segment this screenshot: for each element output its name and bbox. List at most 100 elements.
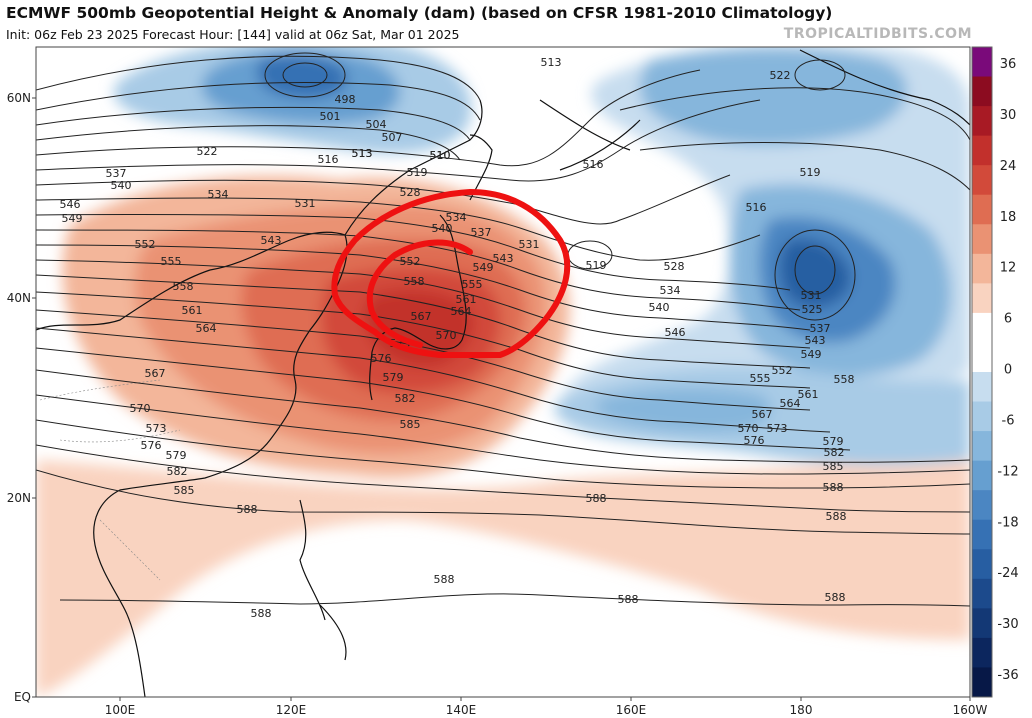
colorbar-segment — [972, 135, 992, 166]
contour-label: 558 — [404, 275, 425, 288]
contour-label: 588 — [826, 510, 847, 523]
colorbar-segment — [972, 312, 992, 343]
contour-label: 540 — [649, 301, 670, 314]
contour-label: 576 — [141, 439, 162, 452]
contour-label: 588 — [586, 492, 607, 505]
contour-label: 528 — [400, 186, 421, 199]
colorbar-segment — [972, 667, 992, 698]
colorbar-segment — [972, 224, 992, 255]
contour-label: 504 — [366, 118, 387, 131]
contour-label: 576 — [744, 434, 765, 447]
colorbar-segment — [972, 608, 992, 639]
lon-label: 160E — [616, 703, 647, 717]
colorbar-segment — [972, 460, 992, 491]
contour-label: 552 — [772, 364, 793, 377]
colorbar-segment — [972, 76, 992, 107]
contour-label: 558 — [173, 280, 194, 293]
contour-label: 576 — [371, 352, 392, 365]
contour-label: 588 — [434, 573, 455, 586]
watermark: TROPICALTIDBITS.COM — [783, 26, 972, 42]
contour-label: 579 — [166, 449, 187, 462]
contour-label: 558 — [834, 373, 855, 386]
contour-label: 501 — [320, 110, 341, 123]
contour-label: 510 — [430, 149, 451, 162]
contour-label: 507 — [382, 131, 403, 144]
contour-label: 582 — [167, 465, 188, 478]
colorbar-tick-label: 12 — [1000, 261, 1017, 276]
contour-label: 585 — [823, 460, 844, 473]
contour-label: 516 — [746, 201, 767, 214]
contour-label: 555 — [462, 278, 483, 291]
contour-label: 498 — [335, 93, 356, 106]
colorbar-tick-label: 30 — [1000, 108, 1017, 123]
colorbar-segment — [972, 431, 992, 462]
contour-label: 522 — [197, 145, 218, 158]
contour-label: 513 — [541, 56, 562, 69]
map-subtitle: Init: 06z Feb 23 2025 Forecast Hour: [14… — [6, 27, 460, 42]
contour-label: 543 — [805, 334, 826, 347]
colorbar-segment — [972, 549, 992, 580]
contour-label: 579 — [823, 435, 844, 448]
contour-label: 519 — [586, 259, 607, 272]
colorbar-segment — [972, 490, 992, 521]
colorbar-segment — [972, 637, 992, 668]
contour-label: 549 — [473, 261, 494, 274]
contour-label: 579 — [383, 371, 404, 384]
contour-label: 552 — [135, 238, 156, 251]
contour-label: 570 — [130, 402, 151, 415]
colorbar-tick-label: -30 — [997, 617, 1018, 632]
contour-label: 561 — [798, 388, 819, 401]
colorbar-segment — [972, 165, 992, 196]
contour-label: 570 — [738, 422, 759, 435]
contour-label: 567 — [411, 310, 432, 323]
contour-label: 531 — [801, 289, 822, 302]
colorbar-segment — [972, 578, 992, 609]
colorbar-tick-label: -18 — [997, 515, 1018, 530]
colorbar-frame — [971, 46, 993, 698]
lon-label: 180 — [790, 703, 813, 717]
contour-label: 570 — [436, 329, 457, 342]
contour-label: 537 — [106, 167, 127, 180]
contour-label: 588 — [618, 593, 639, 606]
colorbar-tick-label: -12 — [997, 464, 1018, 479]
colorbar-tick-label: 0 — [1004, 363, 1012, 378]
contour-label: 543 — [493, 252, 514, 265]
contour-label: 543 — [261, 234, 282, 247]
lat-label: EQ — [14, 690, 31, 704]
contour-label: 516 — [583, 158, 604, 171]
colorbar-tick-label: -36 — [997, 668, 1018, 683]
contour-label: 510 — [430, 149, 451, 162]
colorbar-segment — [972, 106, 992, 137]
colorbar-tick-label: 18 — [1000, 210, 1017, 225]
contour-label: 582 — [824, 446, 845, 459]
contour-label: 513 — [352, 147, 373, 160]
annotation-ring — [331, 189, 571, 358]
contour-label: 531 — [295, 197, 316, 210]
lon-label: 140E — [446, 703, 477, 717]
contour-label: 567 — [145, 367, 166, 380]
contour-label: 585 — [400, 418, 421, 431]
contour-label: 564 — [451, 305, 472, 318]
contour-label: 540 — [111, 179, 132, 192]
contour-label: 588 — [823, 481, 844, 494]
colorbar-segment — [972, 283, 992, 314]
contour-label: 588 — [825, 591, 846, 604]
colorbar-segment — [972, 342, 992, 373]
colorbar-segment — [972, 253, 992, 284]
contour-label: 534 — [660, 284, 681, 297]
contour-label: 555 — [161, 255, 182, 268]
colorbar: 36 30 24 18 12 6 0 -6 -12 -18 -24 -30 -36 — [971, 46, 1019, 698]
colorbar-segment — [972, 401, 992, 432]
contour-label: 582 — [395, 392, 416, 405]
contour-label: 546 — [665, 326, 686, 339]
lon-label: 100E — [105, 703, 136, 717]
colorbar-segment — [972, 519, 992, 550]
contour-label: 546 — [60, 198, 81, 211]
contour-label: 528 — [664, 260, 685, 273]
contour-label: 513 — [352, 147, 373, 160]
colorbar-tick-label: 6 — [1004, 312, 1012, 327]
contour-label: 549 — [801, 348, 822, 361]
colorbar-segment — [972, 47, 992, 78]
colorbar-segment — [972, 194, 992, 225]
colorbar-tick-label: -24 — [997, 566, 1018, 581]
